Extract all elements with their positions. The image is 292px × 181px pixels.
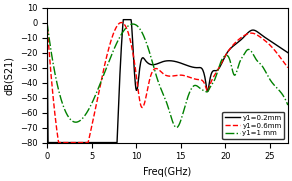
- y1=1 mm: [286, 104, 290, 106]
- y1=0.2mm: [286, 52, 290, 54]
- y1=1 mm: [281, 94, 284, 96]
- y1=0.2mm: [281, 48, 285, 50]
- y1=0.6mm: [286, 67, 290, 69]
- y1=0.6mm: [281, 60, 285, 62]
- y1=0.6mm: [120, 21, 123, 24]
- y1=1 mm: [161, 92, 165, 94]
- y1=1 mm: [160, 89, 163, 91]
- y1=0.6mm: [57, 142, 60, 144]
- y1=1 mm: [176, 126, 180, 128]
- y1=0.6mm: [161, 72, 164, 74]
- Line: y1=1 mm: y1=1 mm: [47, 23, 288, 128]
- y1=0.6mm: [244, 34, 247, 36]
- y1=0.6mm: [177, 74, 180, 76]
- y1=0.2mm: [45, 22, 49, 24]
- Legend: y1=0.2mm, y1=0.6mm, y1=1 mm: y1=0.2mm, y1=0.6mm, y1=1 mm: [222, 112, 284, 139]
- Line: y1=0.6mm: y1=0.6mm: [47, 22, 288, 143]
- y1=0.2mm: [46, 142, 50, 144]
- y1=1 mm: [175, 127, 178, 129]
- Y-axis label: dB(S21): dB(S21): [4, 56, 14, 95]
- y1=0.6mm: [45, 22, 49, 24]
- y1=0.2mm: [162, 60, 166, 62]
- y1=0.2mm: [161, 61, 164, 63]
- y1=1 mm: [45, 22, 49, 24]
- y1=1 mm: [189, 89, 193, 91]
- y1=0.2mm: [244, 34, 247, 37]
- Line: y1=0.2mm: y1=0.2mm: [47, 20, 288, 143]
- y1=1 mm: [243, 52, 247, 54]
- X-axis label: Freq(GHz): Freq(GHz): [143, 167, 192, 177]
- y1=0.2mm: [121, 19, 125, 21]
- y1=0.2mm: [177, 61, 180, 63]
- y1=0.6mm: [190, 77, 193, 79]
- y1=0.6mm: [162, 73, 166, 75]
- y1=0.2mm: [190, 66, 193, 68]
